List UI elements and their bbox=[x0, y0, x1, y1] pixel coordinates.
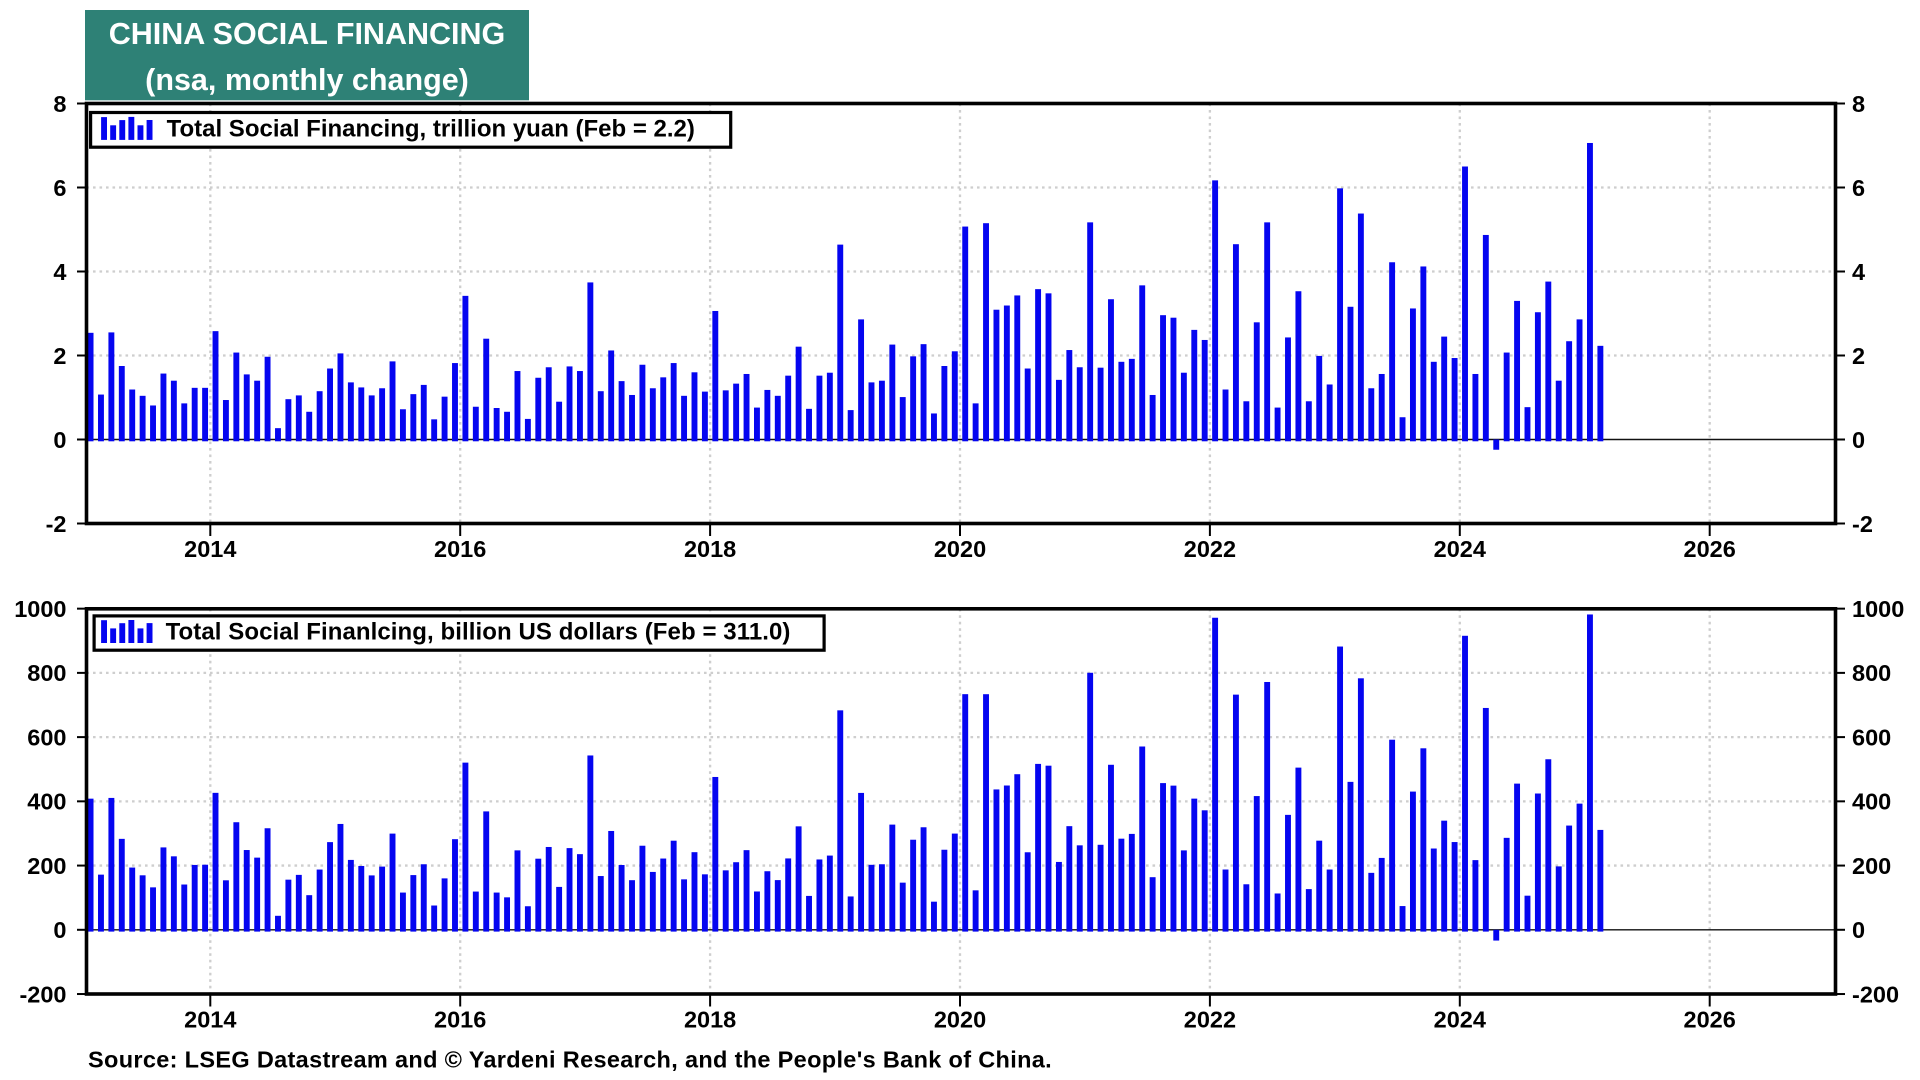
svg-text:4: 4 bbox=[53, 259, 66, 285]
svg-text:2024: 2024 bbox=[1434, 1006, 1486, 1032]
svg-text:Total Social Financing, trilli: Total Social Financing, trillion yuan (F… bbox=[167, 116, 695, 143]
svg-text:600: 600 bbox=[1852, 724, 1891, 750]
svg-text:0: 0 bbox=[1852, 427, 1865, 453]
svg-text:2026: 2026 bbox=[1684, 536, 1736, 562]
svg-text:4: 4 bbox=[1852, 259, 1865, 285]
svg-text:2022: 2022 bbox=[1184, 536, 1236, 562]
svg-text:2: 2 bbox=[1852, 343, 1865, 369]
svg-text:Source: LSEG Datastream and ©: Source: LSEG Datastream and © Yardeni Re… bbox=[88, 1047, 1052, 1073]
svg-text:-200: -200 bbox=[1852, 981, 1899, 1007]
svg-text:2016: 2016 bbox=[434, 536, 486, 562]
svg-text:1000: 1000 bbox=[14, 596, 66, 622]
svg-text:(nsa, monthly change): (nsa, monthly change) bbox=[145, 63, 469, 97]
svg-text:2020: 2020 bbox=[934, 536, 986, 562]
svg-text:800: 800 bbox=[27, 660, 66, 686]
svg-text:400: 400 bbox=[1852, 789, 1891, 815]
svg-text:600: 600 bbox=[27, 724, 66, 750]
svg-text:2020: 2020 bbox=[934, 1006, 986, 1032]
svg-text:-2: -2 bbox=[1852, 511, 1873, 537]
svg-text:2024: 2024 bbox=[1434, 536, 1486, 562]
svg-text:2026: 2026 bbox=[1684, 1006, 1736, 1032]
svg-text:2014: 2014 bbox=[184, 1006, 236, 1032]
svg-text:2018: 2018 bbox=[684, 1006, 736, 1032]
svg-text:2: 2 bbox=[53, 343, 66, 369]
svg-text:-2: -2 bbox=[46, 511, 67, 537]
svg-text:8: 8 bbox=[1852, 91, 1865, 117]
svg-text:1000: 1000 bbox=[1852, 596, 1904, 622]
svg-text:6: 6 bbox=[53, 175, 66, 201]
svg-text:200: 200 bbox=[1852, 853, 1891, 879]
svg-text:6: 6 bbox=[1852, 175, 1865, 201]
svg-text:2022: 2022 bbox=[1184, 1006, 1236, 1032]
svg-text:400: 400 bbox=[27, 789, 66, 815]
svg-text:8: 8 bbox=[53, 91, 66, 117]
svg-text:0: 0 bbox=[53, 427, 66, 453]
svg-text:2018: 2018 bbox=[684, 536, 736, 562]
svg-text:0: 0 bbox=[1852, 917, 1865, 943]
svg-text:2016: 2016 bbox=[434, 1006, 486, 1032]
svg-text:CHINA SOCIAL FINANCING: CHINA SOCIAL FINANCING bbox=[109, 17, 506, 51]
svg-text:800: 800 bbox=[1852, 660, 1891, 686]
svg-text:Total Social Finanlcing, billi: Total Social Finanlcing, billion US doll… bbox=[166, 619, 791, 646]
svg-text:-200: -200 bbox=[19, 981, 66, 1007]
svg-text:200: 200 bbox=[27, 853, 66, 879]
svg-text:0: 0 bbox=[53, 917, 66, 943]
svg-text:2014: 2014 bbox=[184, 536, 236, 562]
